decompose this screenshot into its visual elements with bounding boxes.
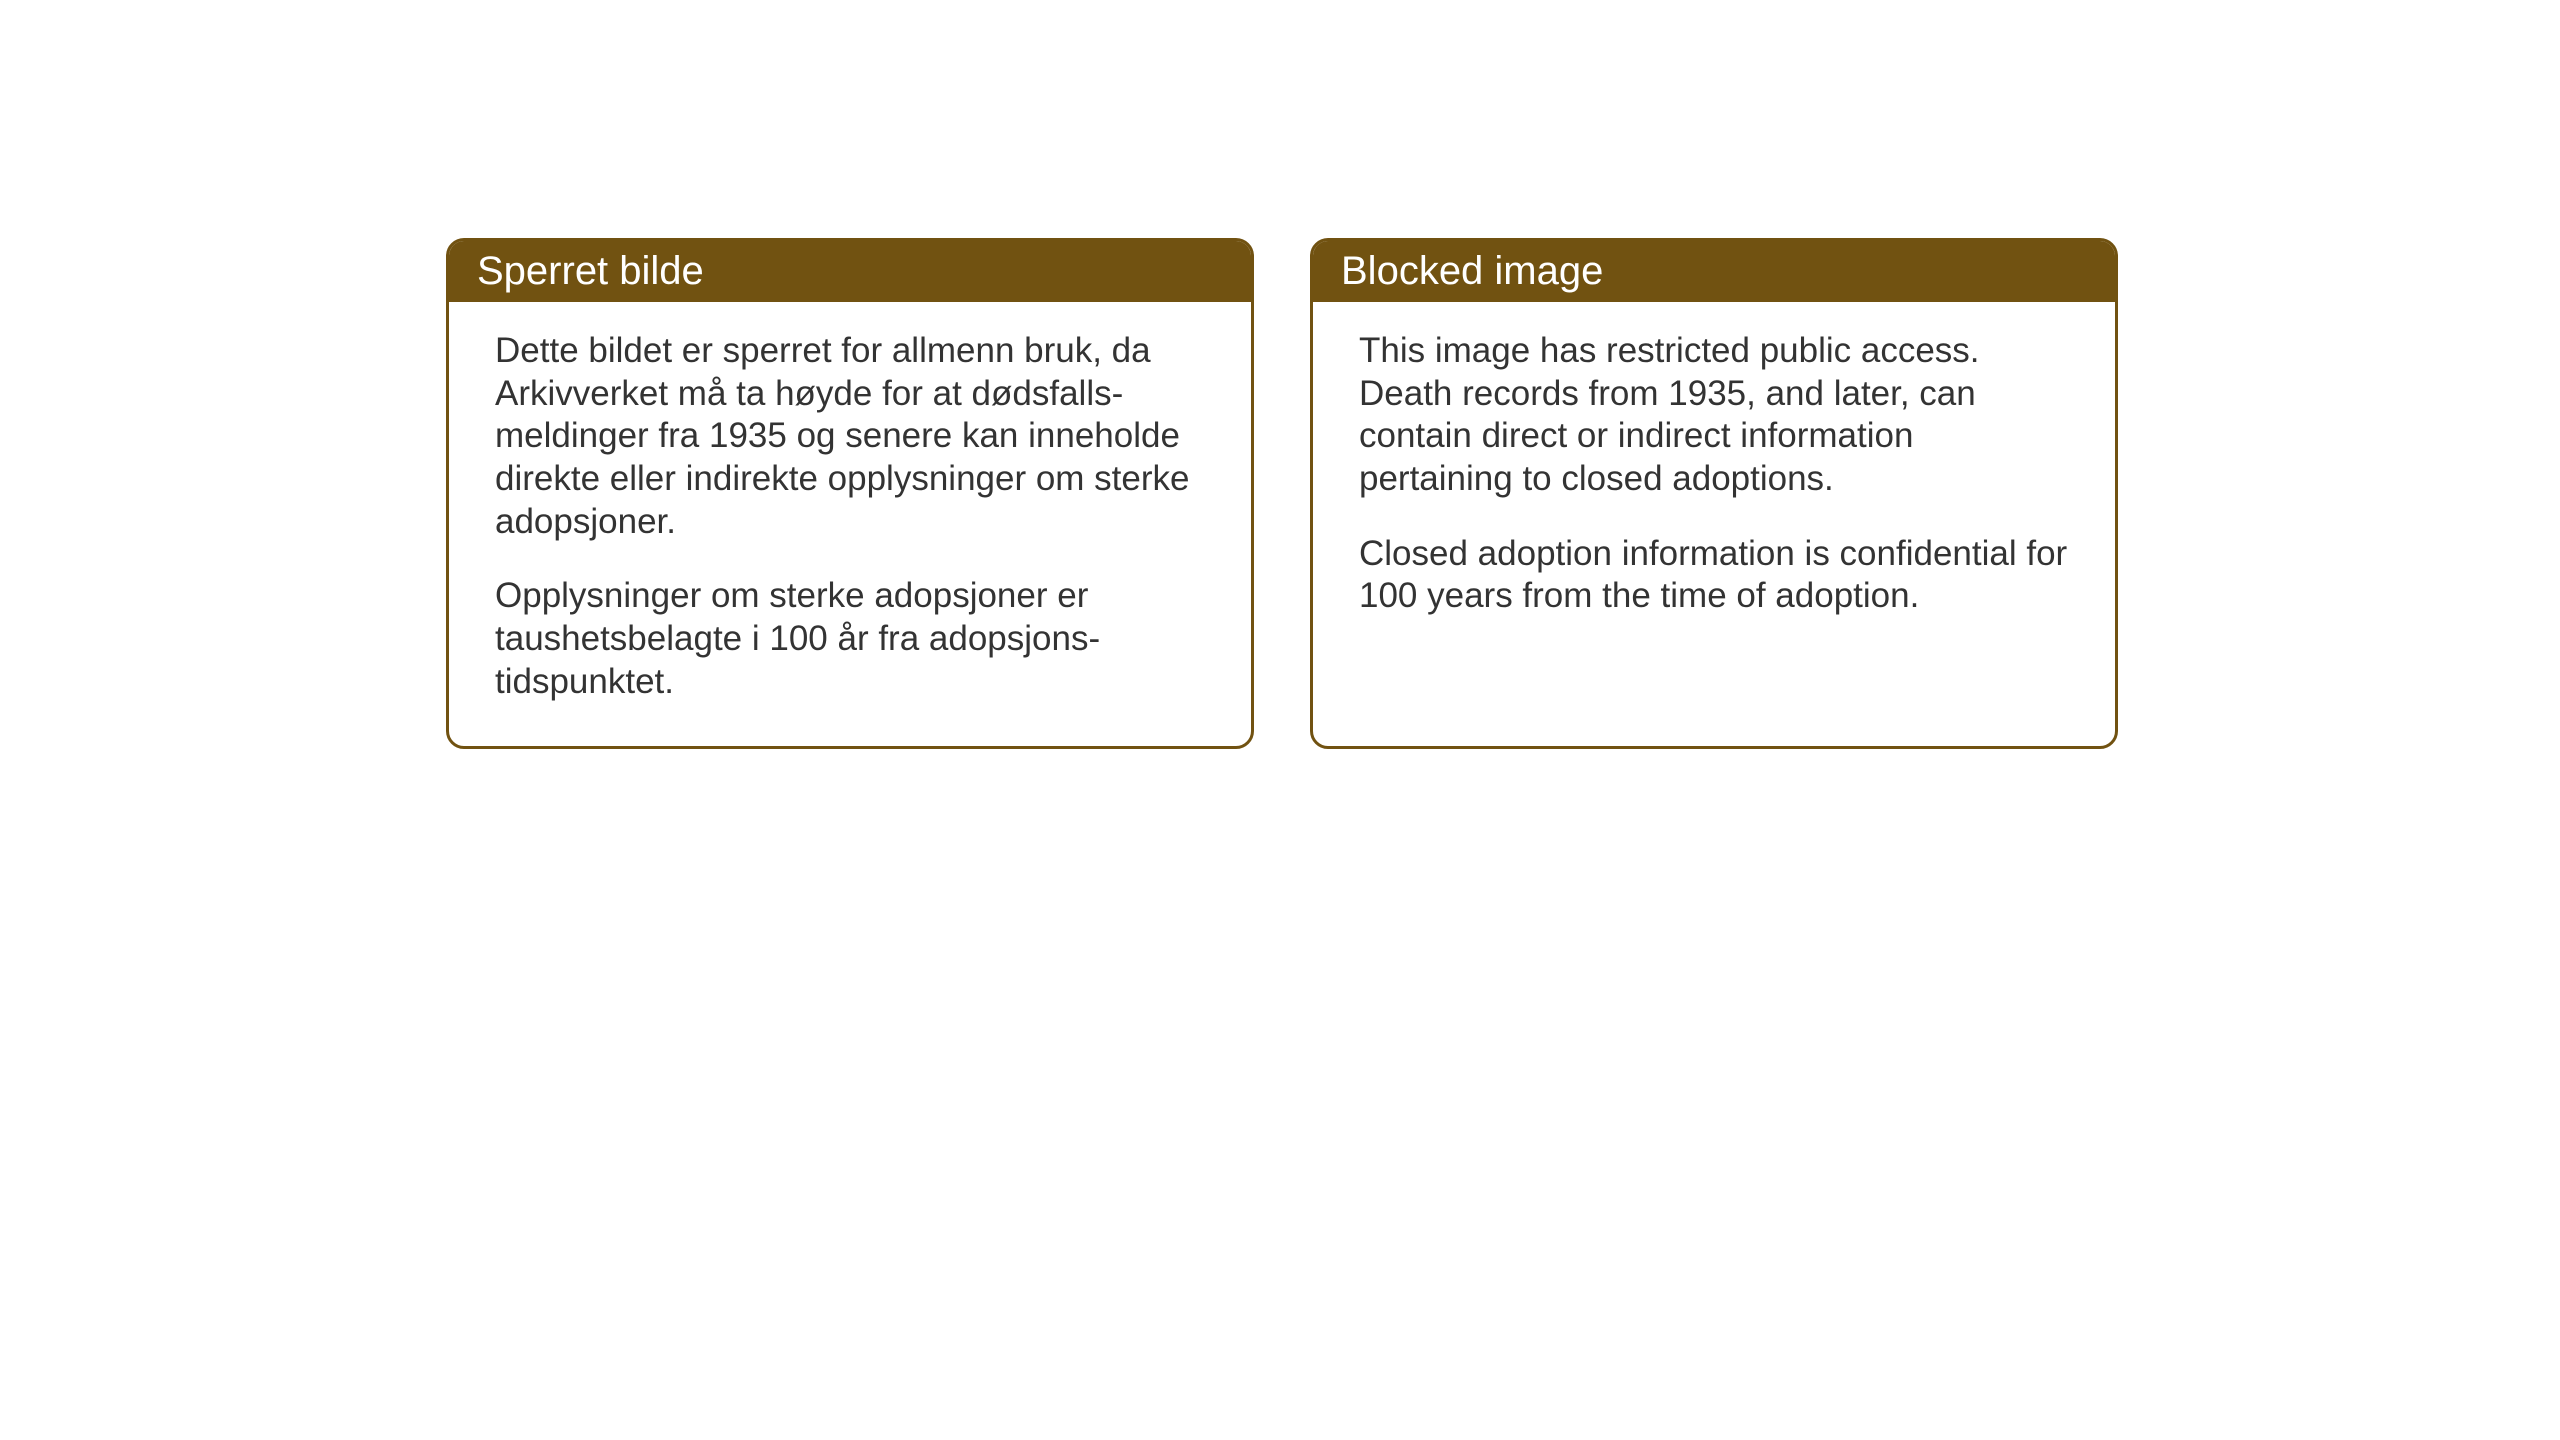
notice-container: Sperret bilde Dette bildet er sperret fo… xyxy=(0,0,2560,749)
notice-paragraph-1-english: This image has restricted public access.… xyxy=(1359,330,2069,501)
notice-header-english: Blocked image xyxy=(1313,241,2115,302)
notice-paragraph-2-norwegian: Opplysninger om sterke adopsjoner er tau… xyxy=(495,575,1205,703)
notice-card-norwegian: Sperret bilde Dette bildet er sperret fo… xyxy=(446,238,1254,749)
notice-header-norwegian: Sperret bilde xyxy=(449,241,1251,302)
notice-body-norwegian: Dette bildet er sperret for allmenn bruk… xyxy=(449,302,1251,746)
notice-body-english: This image has restricted public access.… xyxy=(1313,302,2115,710)
notice-paragraph-1-norwegian: Dette bildet er sperret for allmenn bruk… xyxy=(495,330,1205,543)
notice-paragraph-2-english: Closed adoption information is confident… xyxy=(1359,533,2069,618)
notice-card-english: Blocked image This image has restricted … xyxy=(1310,238,2118,749)
